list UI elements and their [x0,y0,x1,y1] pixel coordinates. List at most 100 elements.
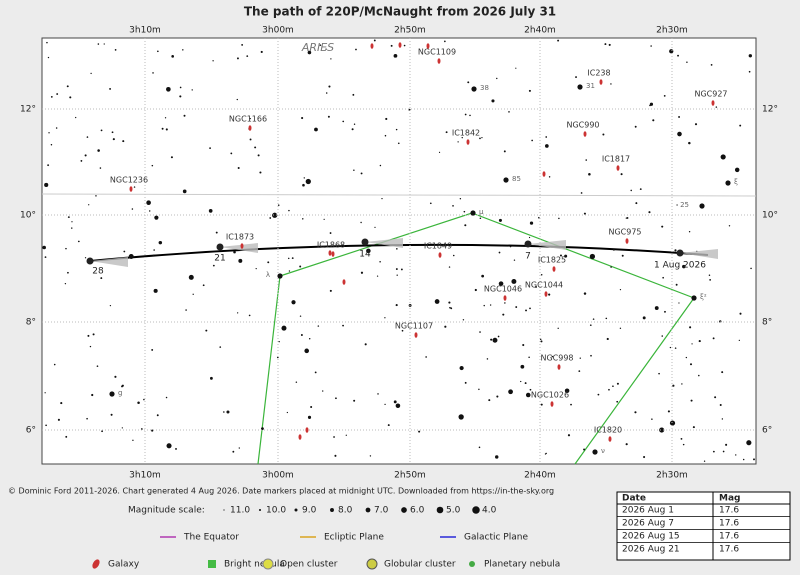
star [564,254,568,258]
star [418,430,421,433]
star [121,427,123,429]
star [44,256,47,259]
star [540,340,543,343]
star [333,436,335,438]
star [215,231,218,234]
star [725,443,728,446]
star [151,429,154,432]
star [669,420,676,426]
named-star [691,295,697,301]
star [721,418,724,420]
magnitude-value: 10.0 [266,506,286,516]
ra-label-top: 3h10m [129,26,161,36]
star [626,216,629,219]
star [676,204,678,206]
magnitude-dot [436,506,444,514]
galaxy [426,43,430,49]
star [133,186,136,188]
star [525,309,527,312]
star [109,304,112,307]
star [425,356,427,358]
comet-tail [365,238,403,248]
star [226,410,230,414]
star [619,289,622,291]
star-label: ξ [734,178,738,186]
star [449,306,451,309]
object-label: IC1825 [538,256,566,265]
star [317,325,320,327]
ephemeris-table [616,491,791,561]
star [257,154,260,157]
star [314,371,317,374]
star [630,189,632,192]
star [307,415,312,419]
star [305,178,311,185]
star [504,302,506,304]
star [91,393,94,397]
star [302,218,304,220]
dec-label-right: 8° [762,318,772,328]
star [669,49,674,54]
comet-tail [90,257,128,267]
star [452,254,455,257]
star [56,93,59,95]
star [685,356,688,359]
star [592,318,595,320]
legend-symbol [366,558,378,570]
star [192,293,194,295]
star [535,285,537,288]
galaxy [557,364,561,370]
star [498,281,504,286]
star [608,43,611,46]
star [166,443,172,449]
galaxy [466,139,470,145]
object-label: NGC1109 [418,48,456,57]
object-label: IC1868 [317,241,345,250]
star [45,424,47,427]
star [502,313,505,316]
galaxy [248,125,252,131]
star [715,106,718,108]
star [461,136,463,139]
dec-label-left: 10° [20,211,36,221]
star [583,212,586,215]
star [100,277,103,280]
star [261,427,264,431]
star [525,392,531,398]
star [612,385,614,388]
star [579,357,581,359]
star [114,48,117,51]
magnitude-value: 6.0 [410,506,425,516]
star [183,114,186,117]
named-star [503,177,509,183]
star [397,142,400,145]
star [528,236,531,239]
comet-marker [361,238,369,246]
star [540,403,543,406]
star [308,338,311,340]
star [66,85,69,88]
star [248,314,251,317]
star [620,173,623,176]
star [47,164,50,167]
star [360,271,364,274]
table-cell: 2026 Aug 21 [622,545,680,555]
star [232,450,235,453]
star [691,343,693,345]
star [692,426,695,429]
star [450,307,453,310]
star [301,116,304,120]
star [545,136,548,138]
star [710,64,713,66]
star [310,406,313,409]
star [531,139,533,142]
star [395,268,398,270]
star [209,147,211,149]
star [528,89,531,92]
star [44,182,49,188]
star [403,44,406,47]
star [165,128,168,131]
star [86,136,89,138]
star [205,329,208,332]
star [674,249,677,252]
